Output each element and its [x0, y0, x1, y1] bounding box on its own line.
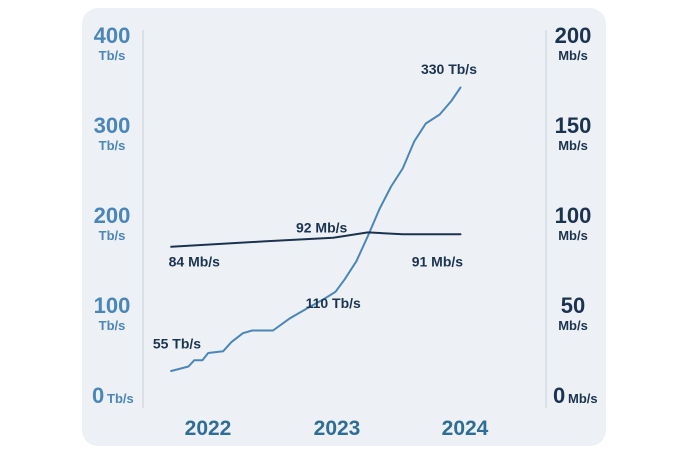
left-tick-unit: Tb/s	[99, 228, 126, 243]
data-label: 330 Tb/s	[421, 61, 477, 77]
right-tick-number: 0	[553, 383, 565, 408]
right-tick-number: 100	[555, 203, 592, 228]
data-label: 91 Mb/s	[412, 254, 464, 270]
data-label: 55 Tb/s	[153, 336, 201, 352]
right-tick-number: 200	[555, 23, 592, 48]
chart-panel	[82, 8, 606, 446]
right-tick-unit: Mb/s	[558, 228, 588, 243]
left-tick-unit: Tb/s	[99, 48, 126, 63]
data-label: 110 Tb/s	[306, 295, 361, 311]
right-tick-number: 150	[555, 113, 592, 138]
left-tick-number: 300	[94, 113, 131, 138]
data-label: 84 Mb/s	[169, 254, 221, 270]
left-tick-number: 100	[94, 293, 131, 318]
left-tick-number: 400	[94, 23, 131, 48]
left-tick-unit: Tb/s	[99, 318, 126, 333]
right-tick-number: 50	[561, 293, 585, 318]
right-tick-unit: Mb/s	[558, 318, 588, 333]
x-tick-label: 2022	[185, 417, 232, 440]
speed-line	[170, 231, 462, 248]
left-tick-number: 0	[92, 383, 104, 408]
right-tick-unit: Mb/s	[558, 138, 588, 153]
left-tick-unit: Tb/s	[99, 138, 126, 153]
right-tick-unit: Mb/s	[558, 48, 588, 63]
left-tick-unit: Tb/s	[107, 391, 134, 406]
x-tick-label: 2024	[442, 417, 489, 440]
traffic-line	[170, 86, 462, 372]
x-tick-label: 2023	[314, 417, 361, 440]
data-label: 92 Mb/s	[296, 219, 348, 235]
right-tick-unit: Mb/s	[568, 391, 598, 406]
left-tick-number: 200	[94, 203, 131, 228]
